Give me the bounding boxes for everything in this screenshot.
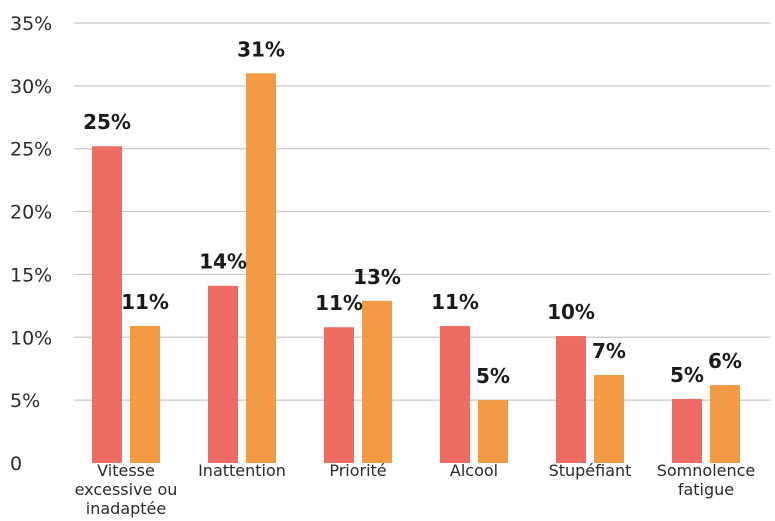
data-label: 14% xyxy=(199,250,247,274)
bar xyxy=(556,336,586,463)
x-category-label: Vitesse excessive ou inadaptée xyxy=(75,461,178,518)
bar xyxy=(92,146,122,463)
bars xyxy=(92,73,740,464)
bar xyxy=(130,325,160,463)
data-labels: 25%11%14%31%11%13%11%5%10%7%5%6% xyxy=(83,37,742,388)
y-tick-label: 10% xyxy=(10,327,52,349)
data-label: 13% xyxy=(353,265,401,289)
bar xyxy=(440,325,470,463)
y-tick-label: 0 xyxy=(10,453,22,475)
x-category-label: Priorité xyxy=(329,461,386,480)
data-label: 25% xyxy=(83,110,131,134)
x-category-label: Stupéfiant xyxy=(549,461,632,480)
bar xyxy=(362,300,392,463)
y-tick-label: 25% xyxy=(10,139,52,161)
data-label: 31% xyxy=(237,37,285,61)
data-label: 5% xyxy=(476,364,510,388)
bar xyxy=(672,398,702,463)
x-category-label: Inattention xyxy=(198,461,286,480)
data-label: 7% xyxy=(592,339,626,363)
data-label: 11% xyxy=(431,290,479,314)
y-tick-label: 20% xyxy=(10,202,52,224)
x-category-label: Somnolence fatigue xyxy=(657,461,756,499)
y-tick-label: 35% xyxy=(10,13,52,35)
x-axis-category-labels: Vitesse excessive ou inadaptée Inattention P… xyxy=(75,461,756,518)
y-axis-tick-labels: 0 5% 10% 15% 20% 25% 30% 35% xyxy=(10,13,52,475)
y-tick-label: 30% xyxy=(10,76,52,98)
bar xyxy=(324,327,354,463)
data-label: 11% xyxy=(315,291,363,315)
bar xyxy=(246,73,276,464)
data-label: 10% xyxy=(547,300,595,324)
y-tick-label: 15% xyxy=(10,264,52,286)
data-label: 11% xyxy=(121,290,169,314)
y-tick-label: 5% xyxy=(10,390,40,412)
data-label: 6% xyxy=(708,349,742,373)
data-label: 5% xyxy=(670,363,704,387)
bar xyxy=(478,400,508,463)
gridlines xyxy=(74,22,770,401)
bar xyxy=(208,285,238,463)
x-category-label: Alcool xyxy=(450,461,498,480)
bar xyxy=(594,375,624,463)
bar xyxy=(710,385,740,463)
